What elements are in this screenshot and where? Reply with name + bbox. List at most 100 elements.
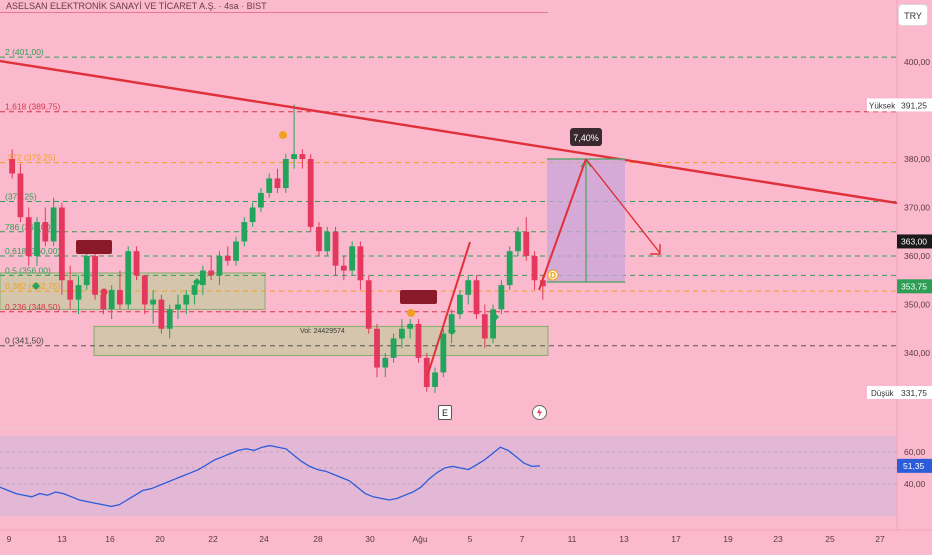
candle-body — [398, 328, 405, 339]
candle-body — [141, 275, 148, 305]
candle-body — [539, 280, 546, 287]
low-label: Düşük — [871, 389, 895, 398]
candle-body — [166, 309, 173, 329]
time-tick-label: 23 — [773, 534, 783, 544]
candle-body — [307, 159, 314, 227]
forecast-arrow-icon — [650, 244, 661, 255]
time-tick-label: 9 — [7, 534, 12, 544]
candle-body — [117, 289, 123, 305]
current-price-box — [897, 279, 932, 294]
target-pct-badge[interactable] — [570, 128, 602, 146]
volume-text: Vol: 24429574 — [300, 328, 345, 335]
candle-body — [133, 251, 140, 276]
candle-body — [75, 285, 82, 300]
candle-body — [349, 246, 356, 271]
indicator-pane — [0, 436, 897, 516]
time-tick-label: 28 — [313, 534, 323, 544]
candle-body — [158, 299, 165, 329]
time-axis[interactable]: 9 13 16 20 22 24 28 30 Ağu 5 7 11 13 17 19 23 25 27 — [7, 534, 885, 544]
earnings-event-icon[interactable]: E — [438, 405, 452, 420]
high-label-box — [867, 98, 897, 112]
candle-body — [208, 270, 215, 276]
price-tick-label: 340,00 — [904, 348, 930, 358]
candle-body — [523, 231, 530, 256]
time-tick-label: 13 — [57, 534, 67, 544]
symbol-title[interactable]: ASELSAN ELEKTRONİK SANAYİ VE TİCARET A.Ş… — [0, 0, 548, 13]
candle-body — [175, 304, 181, 310]
time-tick-label: 13 — [619, 534, 629, 544]
candle-body — [506, 251, 513, 286]
signal-dot-red[interactable] — [100, 288, 108, 296]
fib-level-label: 0,618 (360,00) — [5, 246, 60, 256]
candle-body — [531, 256, 538, 281]
high-label: Yüksek — [869, 101, 896, 110]
candle-body — [415, 323, 422, 358]
forecast-up-line[interactable] — [538, 158, 587, 291]
time-tick-label: 19 — [723, 534, 733, 544]
candle-body — [241, 222, 248, 242]
time-tick-label: 27 — [875, 534, 885, 544]
candle-body — [440, 333, 447, 373]
candle-body — [233, 241, 239, 261]
time-tick-label: 22 — [208, 534, 218, 544]
candle-body — [282, 159, 289, 189]
candle-body — [448, 314, 455, 334]
candle-body — [481, 314, 488, 339]
candle-body — [473, 280, 480, 315]
candle-body — [266, 178, 273, 193]
candle-body — [34, 222, 40, 256]
candle-body — [407, 323, 414, 329]
time-tick-label: 25 — [825, 534, 835, 544]
candle-body — [357, 246, 364, 281]
fib-level-label: 1,618 (389,75) — [5, 102, 60, 112]
time-tick-label: 5 — [468, 534, 473, 544]
rsi-value-box — [897, 458, 932, 473]
candle-body — [42, 222, 49, 242]
rally-line[interactable] — [426, 241, 471, 378]
price-pane — [0, 0, 897, 420]
time-tick-label: Ağu — [412, 534, 427, 544]
candle-body — [125, 251, 132, 305]
candle-body — [258, 192, 264, 208]
price-tick-label: 400,00 — [904, 57, 930, 67]
price-axis[interactable]: 400,00 380,00 370,00 360,00 350,00 340,00 Yüks… — [867, 57, 932, 400]
forecast-down-line[interactable] — [585, 158, 661, 254]
diamond-marker-icon — [193, 278, 201, 286]
rsi-tick-label: 40,00 — [904, 479, 926, 489]
diamond-marker-icon — [32, 282, 40, 290]
pattern-label-1[interactable] — [76, 240, 112, 254]
fib-level-label: 0 (341,50) — [5, 336, 44, 346]
fib-level-label: .272 (379,25) — [5, 153, 56, 163]
low-label-box — [867, 386, 897, 400]
candle-body — [515, 231, 521, 252]
candle-body — [9, 159, 16, 174]
rsi-tick-label: 60,00 — [904, 447, 926, 457]
signal-dot-orange[interactable] — [279, 131, 287, 139]
time-tick-label: 24 — [259, 534, 269, 544]
time-tick-label: 30 — [365, 534, 375, 544]
fib-level-label: 0,5 (356,00) — [5, 265, 51, 275]
candle-body — [249, 207, 256, 223]
low-value-box — [897, 386, 932, 400]
price-tick-label: 370,00 — [904, 203, 930, 213]
fib-level-label: 2 (401,00) — [5, 47, 44, 57]
currency-button[interactable]: TRY — [898, 4, 928, 26]
current-price-label: 353,75 — [901, 281, 927, 291]
candle-body — [490, 309, 497, 339]
fib-level-label: 0,236 (348,50) — [5, 302, 60, 312]
dividend-marker-icon[interactable] — [547, 269, 559, 281]
last-price-label: 363,00 — [901, 236, 927, 246]
candles-layer — [9, 104, 546, 394]
signal-dot-orange[interactable] — [407, 309, 415, 317]
candle-body — [324, 231, 331, 252]
rsi-line[interactable] — [0, 444, 541, 508]
pattern-label-2[interactable] — [400, 290, 437, 304]
drawings-layer[interactable]: 7,40% Vol: 24429574 D — [0, 59, 898, 378]
candle-body — [150, 299, 157, 305]
lightning-event-icon[interactable] — [532, 405, 547, 420]
candle-body — [432, 372, 438, 387]
candle-body — [365, 280, 372, 329]
trend-line[interactable] — [0, 59, 898, 205]
